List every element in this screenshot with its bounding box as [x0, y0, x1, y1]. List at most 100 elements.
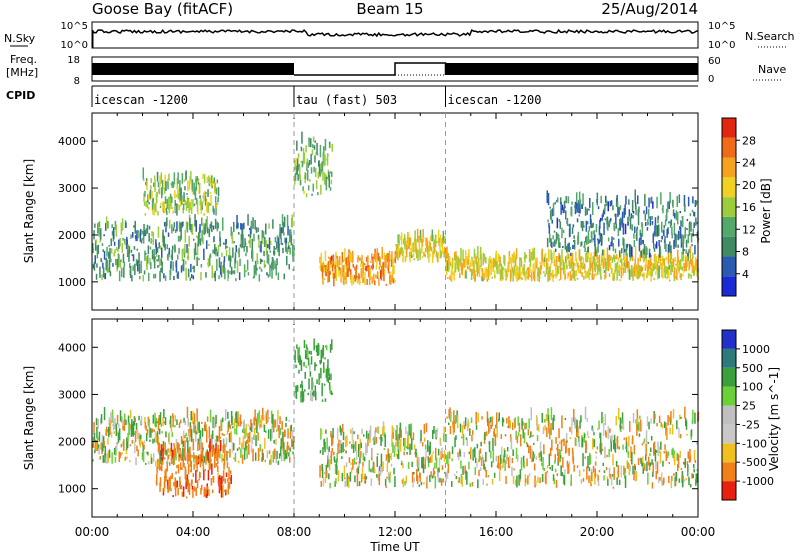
echo-cell — [105, 223, 107, 231]
echo-cell — [655, 256, 658, 269]
echo-cell — [158, 415, 160, 426]
echo-cell — [339, 449, 341, 454]
echo-cell — [647, 456, 650, 466]
echo-cell — [159, 205, 162, 208]
echo-cell — [210, 195, 212, 206]
echo-cell — [239, 244, 242, 248]
echo-cell — [670, 245, 672, 254]
echo-cell — [427, 459, 430, 468]
echo-cell — [558, 238, 560, 243]
echo-cell — [198, 442, 201, 451]
echo-cell — [595, 272, 597, 277]
echo-cell — [350, 274, 352, 283]
echo-cell — [492, 450, 495, 463]
echo-cell — [161, 261, 163, 274]
echo-cell — [432, 250, 434, 258]
echo-cell — [173, 276, 175, 281]
echo-cell — [596, 254, 599, 263]
echo-cell — [542, 456, 544, 470]
freq-left-label-1: Freq. — [10, 53, 37, 66]
echo-cell — [620, 266, 623, 279]
echo-cell — [392, 442, 394, 453]
echo-cell — [645, 255, 647, 269]
noise-right-tick-top: 10^5 — [708, 21, 735, 32]
echo-cell — [586, 235, 588, 245]
echo-cell — [589, 239, 591, 243]
echo-cell — [400, 438, 402, 452]
echo-cell — [509, 257, 511, 263]
echo-cell — [367, 255, 369, 264]
echo-cell — [133, 246, 136, 250]
echo-cell — [628, 463, 631, 476]
echo-cell — [687, 253, 689, 257]
echo-cell — [576, 264, 578, 267]
echo-cell — [164, 187, 166, 194]
echo-cell — [198, 258, 200, 261]
echo-cell — [228, 432, 231, 442]
echo-cell — [692, 409, 694, 423]
echo-cell — [591, 471, 593, 482]
echo-cell — [118, 423, 120, 428]
echo-cell — [667, 244, 670, 253]
echo-cell — [209, 253, 212, 258]
echo-cell — [560, 205, 563, 208]
echo-cell — [477, 246, 479, 259]
echo-cell — [560, 267, 563, 271]
echo-cell — [181, 467, 183, 470]
echo-cell — [658, 265, 660, 279]
echo-cell — [447, 463, 450, 474]
echo-cell — [405, 475, 407, 484]
echo-cell — [629, 269, 631, 280]
echo-cell — [94, 240, 97, 251]
echo-cell — [609, 474, 612, 479]
echo-cell — [666, 452, 669, 459]
echo-cell — [212, 249, 214, 254]
echo-cell — [687, 196, 690, 207]
echo-cell — [225, 437, 228, 445]
echo-cell — [449, 275, 451, 280]
echo-cell — [143, 270, 146, 275]
echo-cell — [305, 344, 308, 350]
echo-cell — [677, 244, 679, 248]
echo-cell — [118, 428, 121, 441]
echo-cell — [403, 239, 405, 245]
echo-cell — [479, 448, 482, 454]
echo-cell — [321, 383, 323, 397]
echo-cell — [517, 416, 519, 426]
echo-cell — [635, 265, 638, 278]
echo-cell — [513, 264, 516, 276]
echo-cell — [650, 447, 652, 452]
echo-cell — [570, 253, 572, 264]
echo-cell — [603, 470, 606, 473]
echo-cell — [530, 271, 533, 282]
echo-cell — [288, 420, 290, 422]
echo-cell — [497, 455, 500, 469]
echo-cell — [628, 435, 630, 447]
echo-cell — [582, 193, 584, 206]
echo-cell — [296, 344, 298, 349]
echo-cell — [669, 241, 671, 252]
echo-cell — [645, 246, 647, 259]
echo-cell — [611, 257, 614, 263]
echo-cell — [389, 473, 391, 483]
echo-cell — [505, 456, 508, 464]
echo-cell — [528, 249, 531, 262]
echo-cell — [641, 460, 643, 467]
echo-cell — [100, 414, 103, 424]
echo-cell — [620, 465, 623, 478]
time-tick-label: 08:00 — [277, 525, 312, 539]
echo-cell — [350, 269, 352, 280]
echo-cell — [685, 418, 687, 427]
echo-cell — [259, 424, 262, 428]
echo-cell — [623, 262, 625, 267]
echo-cell — [228, 246, 231, 257]
echo-cell — [533, 271, 535, 280]
echo-cell — [586, 208, 588, 215]
echo-cell — [567, 448, 569, 454]
echo-cell — [220, 268, 223, 278]
echo-cell — [193, 421, 195, 433]
echo-cell — [663, 225, 665, 229]
echo-cell — [185, 452, 188, 459]
echo-cell — [290, 231, 292, 237]
